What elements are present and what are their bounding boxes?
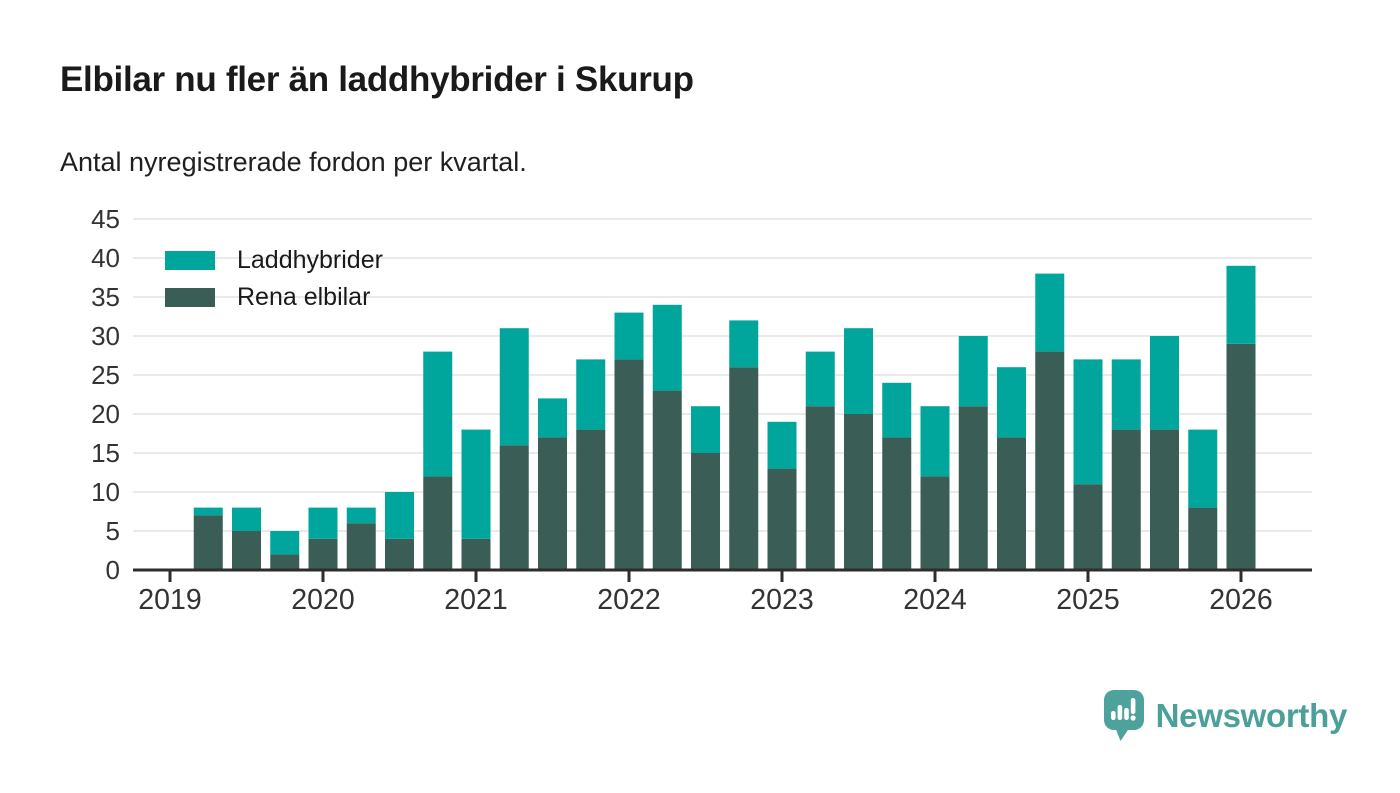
bar-2024-Q1-rena-elbilar xyxy=(920,476,950,570)
bar-2019-Q3-laddhybrider xyxy=(232,507,261,531)
bar-2021-Q1-rena-elbilar xyxy=(461,538,491,570)
bar-2023-Q1-rena-elbilar xyxy=(767,468,797,570)
bar-2023-Q4-rena-elbilar xyxy=(882,437,912,570)
y-axis-label-40: 40 xyxy=(91,243,120,273)
x-axis-label-2025: 2025 xyxy=(1056,584,1119,616)
y-axis-label-35: 35 xyxy=(91,282,120,312)
bar-2023-Q4-laddhybrider xyxy=(882,382,912,438)
legend-label-rena-elbilar: Rena elbilar xyxy=(237,283,371,311)
bar-2021-Q4-laddhybrider xyxy=(576,359,606,430)
bar-2019-Q4-laddhybrider xyxy=(270,531,300,555)
bar-2023-Q3-laddhybrider xyxy=(844,328,873,414)
bar-2019-Q2-laddhybrider xyxy=(193,507,223,516)
bar-2024-Q1-laddhybrider xyxy=(920,406,950,477)
bar-2024-Q2-laddhybrider xyxy=(958,336,988,407)
bar-2022-Q2-laddhybrider xyxy=(652,304,682,391)
bar-2024-Q2-rena-elbilar xyxy=(958,406,988,570)
bar-2025-Q3-rena-elbilar xyxy=(1150,429,1179,570)
bar-2025-Q2-rena-elbilar xyxy=(1111,429,1141,570)
bar-2021-Q3-laddhybrider xyxy=(538,398,567,438)
x-axis-label-2026: 2026 xyxy=(1209,584,1272,616)
bar-2021-Q2-rena-elbilar xyxy=(499,445,529,570)
y-axis-label-20: 20 xyxy=(91,399,120,429)
bar-2019-Q2-rena-elbilar xyxy=(193,515,223,570)
bar-2020-Q4-rena-elbilar xyxy=(423,476,453,570)
bar-2021-Q4-rena-elbilar xyxy=(576,429,606,570)
bar-2022-Q4-rena-elbilar xyxy=(729,367,759,570)
y-axis-label-15: 15 xyxy=(91,438,120,468)
y-axis-label-45: 45 xyxy=(91,204,120,234)
x-axis-label-2020: 2020 xyxy=(291,584,354,616)
bar-2023-Q2-laddhybrider xyxy=(805,351,835,407)
bar-2020-Q1-laddhybrider xyxy=(308,507,338,539)
bar-2022-Q2-rena-elbilar xyxy=(652,390,682,570)
bar-2022-Q1-rena-elbilar xyxy=(614,359,644,570)
legend-label-laddhybrider: Laddhybrider xyxy=(237,246,383,274)
y-axis-label-10: 10 xyxy=(91,477,120,507)
bar-2026-Q1-laddhybrider xyxy=(1226,265,1256,344)
bar-2024-Q3-laddhybrider xyxy=(997,367,1026,438)
bar-2023-Q2-rena-elbilar xyxy=(805,406,835,570)
x-axis-label-2022: 2022 xyxy=(597,584,660,616)
bar-2025-Q4-laddhybrider xyxy=(1188,429,1218,508)
bar-2023-Q1-laddhybrider xyxy=(767,421,797,469)
y-axis-label-30: 30 xyxy=(91,321,120,351)
x-axis-label-2019: 2019 xyxy=(138,584,201,616)
legend-item-laddhybrider: Laddhybrider xyxy=(165,248,383,273)
bar-2026-Q1-rena-elbilar xyxy=(1226,343,1256,570)
bar-2024-Q4-rena-elbilar xyxy=(1035,351,1065,570)
bar-2023-Q3-rena-elbilar xyxy=(844,414,873,570)
bar-2020-Q1-rena-elbilar xyxy=(308,538,338,570)
bar-2019-Q4-rena-elbilar xyxy=(270,554,300,570)
legend-swatch-laddhybrider xyxy=(165,251,215,270)
x-axis-label-2023: 2023 xyxy=(750,584,813,616)
bar-2020-Q4-laddhybrider xyxy=(423,351,453,477)
bar-2022-Q1-laddhybrider xyxy=(614,312,644,360)
bar-2020-Q3-rena-elbilar xyxy=(385,538,414,570)
y-axis-label-5: 5 xyxy=(106,516,120,546)
bar-2024-Q4-laddhybrider xyxy=(1035,273,1065,352)
bar-2020-Q2-laddhybrider xyxy=(346,507,376,524)
chart-title: Elbilar nu fler än laddhybrider i Skurup xyxy=(60,60,694,99)
bar-2025-Q1-rena-elbilar xyxy=(1073,484,1103,570)
bar-2022-Q3-rena-elbilar xyxy=(691,453,720,570)
bar-2025-Q3-laddhybrider xyxy=(1150,336,1179,430)
bar-2021-Q1-laddhybrider xyxy=(461,429,491,539)
bar-2021-Q2-laddhybrider xyxy=(499,328,529,446)
bar-2021-Q3-rena-elbilar xyxy=(538,437,567,570)
bar-2022-Q4-laddhybrider xyxy=(729,320,759,368)
newsworthy-logo-text: Newsworthy xyxy=(1155,697,1348,734)
bar-2022-Q3-laddhybrider xyxy=(691,406,720,453)
x-axis-label-2024: 2024 xyxy=(903,584,967,616)
newsworthy-logo[interactable]: Newsworthy xyxy=(1103,689,1347,743)
legend-swatch-rena-elbilar xyxy=(165,288,215,307)
bar-2024-Q3-rena-elbilar xyxy=(997,437,1026,570)
bar-2020-Q3-laddhybrider xyxy=(385,492,414,539)
chart-subtitle: Antal nyregistrerade fordon per kvartal. xyxy=(60,147,527,177)
y-axis-label-25: 25 xyxy=(91,360,120,390)
bar-2025-Q2-laddhybrider xyxy=(1111,359,1141,430)
newsworthy-logo-icon xyxy=(1103,690,1144,741)
bar-2019-Q3-rena-elbilar xyxy=(232,531,261,570)
bar-2025-Q1-laddhybrider xyxy=(1073,359,1103,485)
bar-2020-Q2-rena-elbilar xyxy=(346,523,376,570)
x-axis-label-2021: 2021 xyxy=(444,584,507,616)
y-axis-label-0: 0 xyxy=(106,555,120,585)
bar-2025-Q4-rena-elbilar xyxy=(1188,507,1218,570)
legend-item-rena-elbilar: Rena elbilar xyxy=(165,285,370,310)
